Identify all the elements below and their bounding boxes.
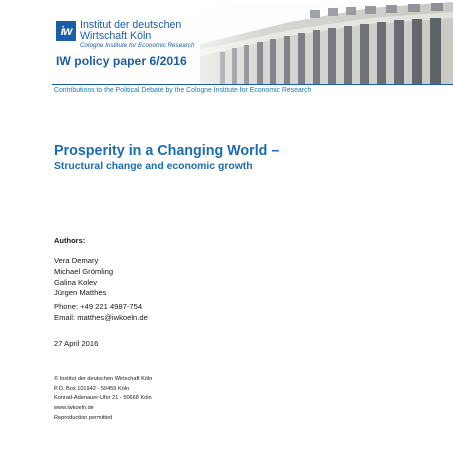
imprint-copyright: © Institut der deutschen Wirtschaft Köln: [54, 376, 153, 382]
document-title: Prosperity in a Changing World –: [54, 143, 280, 159]
paper-number: IW policy paper 6/2016: [56, 54, 187, 68]
authors-heading: Authors:: [54, 236, 86, 245]
iw-logo-icon: iw: [56, 21, 76, 41]
document-subtitle: Structural change and economic growth: [54, 161, 253, 172]
imprint-po-box: P.O. Box 101942 - 50459 Köln: [54, 385, 130, 392]
author-name: Galina Kolev: [54, 277, 98, 287]
logo-line-3: Cologne Institute for Economic Research: [80, 42, 195, 49]
imprint-block: © Institut der deutschen Wirtschaft Köln…: [54, 375, 152, 424]
email-link[interactable]: Email: matthes@iwkoeln.de: [54, 312, 148, 322]
series-subtitle: Contributions to the Political Debate by…: [54, 87, 312, 94]
publication-date: 27 April 2016: [54, 339, 99, 348]
phone-number: Phone: +49 221 4987-754: [54, 302, 143, 311]
header-band: iw Institut der deutschen Wirtschaft Köl…: [0, 0, 453, 84]
logo-line-2: Wirtschaft Köln: [80, 30, 152, 42]
logo-mark-text: iw: [60, 24, 73, 38]
imprint-reproduction-note: Reproduction permitted: [54, 414, 113, 421]
author-name: Vera Demary: [54, 256, 99, 265]
logo-line-1: Institut der deutschen: [80, 19, 182, 31]
building-photo: [160, 0, 453, 84]
institute-logo[interactable]: iw Institut der deutschen Wirtschaft Köl…: [56, 20, 194, 50]
author-name: Michael Grömling: [54, 266, 114, 276]
header-divider: [52, 84, 453, 85]
author-list: Vera Demary Michael Grömling Galina Kole…: [54, 256, 113, 299]
logo-text: Institut der deutschen Wirtschaft Köln C…: [80, 20, 194, 50]
imprint-address: Konrad-Adenauer-Ufer 21 - 50668 Köln: [54, 395, 152, 402]
contact-block: Phone: +49 221 4987-754 Email: matthes@i…: [54, 302, 148, 324]
imprint-website-link[interactable]: www.iwkoeln.de: [54, 405, 94, 412]
author-name: Jürgen Matthes: [54, 288, 107, 298]
